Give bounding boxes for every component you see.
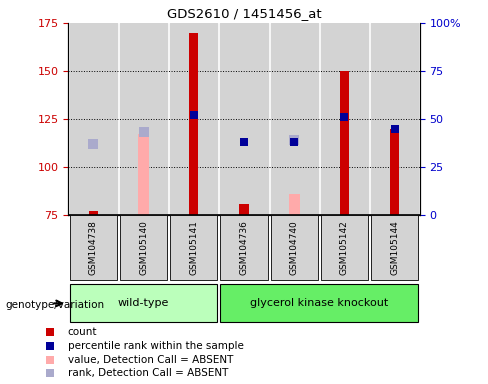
Bar bbox=[189, 33, 198, 215]
FancyBboxPatch shape bbox=[120, 215, 167, 280]
FancyBboxPatch shape bbox=[70, 215, 117, 280]
Text: genotype/variation: genotype/variation bbox=[5, 300, 104, 310]
Bar bbox=[120, 23, 167, 215]
FancyBboxPatch shape bbox=[221, 284, 418, 323]
Text: rank, Detection Call = ABSENT: rank, Detection Call = ABSENT bbox=[67, 368, 228, 378]
Text: GSM104736: GSM104736 bbox=[240, 220, 248, 275]
Text: GSM105144: GSM105144 bbox=[390, 220, 399, 275]
FancyBboxPatch shape bbox=[70, 284, 217, 323]
Bar bbox=[271, 23, 318, 215]
Text: GSM105142: GSM105142 bbox=[340, 220, 349, 275]
Text: glycerol kinase knockout: glycerol kinase knockout bbox=[250, 298, 388, 308]
Bar bbox=[340, 71, 349, 215]
Text: GSM104740: GSM104740 bbox=[290, 220, 299, 275]
Bar bbox=[321, 23, 368, 215]
Text: count: count bbox=[67, 327, 97, 337]
FancyBboxPatch shape bbox=[321, 215, 368, 280]
Text: GSM104738: GSM104738 bbox=[89, 220, 98, 275]
Text: value, Detection Call = ABSENT: value, Detection Call = ABSENT bbox=[67, 354, 233, 364]
FancyBboxPatch shape bbox=[271, 215, 318, 280]
Bar bbox=[221, 23, 267, 215]
Text: GSM105140: GSM105140 bbox=[139, 220, 148, 275]
Text: wild-type: wild-type bbox=[118, 298, 169, 308]
Text: percentile rank within the sample: percentile rank within the sample bbox=[67, 341, 244, 351]
FancyBboxPatch shape bbox=[371, 215, 418, 280]
Bar bbox=[240, 204, 248, 215]
Bar bbox=[390, 129, 399, 215]
FancyBboxPatch shape bbox=[170, 215, 217, 280]
Text: GSM105141: GSM105141 bbox=[189, 220, 198, 275]
Bar bbox=[70, 23, 117, 215]
Bar bbox=[138, 134, 149, 215]
Bar bbox=[371, 23, 418, 215]
Bar bbox=[170, 23, 217, 215]
Bar bbox=[289, 194, 300, 215]
Bar bbox=[89, 211, 98, 215]
Title: GDS2610 / 1451456_at: GDS2610 / 1451456_at bbox=[167, 7, 321, 20]
FancyBboxPatch shape bbox=[221, 215, 267, 280]
